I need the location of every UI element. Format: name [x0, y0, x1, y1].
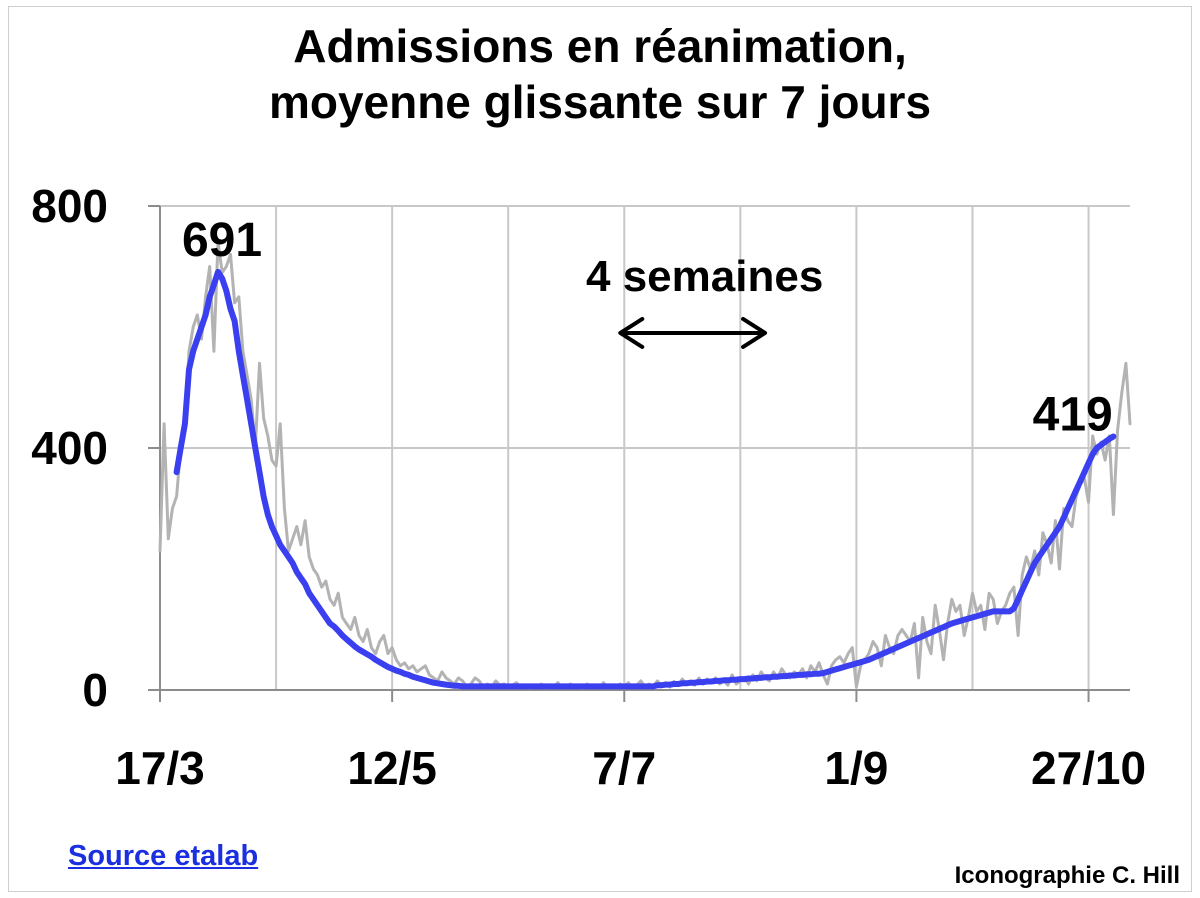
x-tick-label: 12/5: [347, 742, 437, 794]
latest-value-label: 419: [1033, 389, 1113, 442]
y-tick-label: 400: [31, 422, 108, 474]
y-tick-label: 0: [82, 664, 108, 716]
x-tick-label: 7/7: [592, 742, 656, 794]
annotations: 691 419 4 semaines: [182, 214, 1113, 442]
chart-series: [158, 240, 1132, 690]
chart-title-line-2: moyenne glissante sur 7 jours: [268, 76, 932, 128]
x-tick-label: 27/10: [1031, 742, 1146, 794]
x-tick-label: 1/9: [824, 742, 888, 794]
chart-axes: [148, 205, 1130, 702]
source-link[interactable]: Source etalab: [68, 840, 259, 872]
peak-value-label: 691: [182, 214, 262, 267]
duration-arrow-left-head: [618, 316, 645, 349]
y-tick-label: 800: [31, 180, 108, 232]
credit-text: Iconographie C. Hill: [954, 862, 1180, 889]
x-tick-label: 17/3: [115, 742, 205, 794]
moving-average-series-line: [173, 268, 1117, 690]
chart-title: Admissions en réanimation, moyenne gliss…: [0, 18, 1200, 130]
duration-annotation-label: 4 semaines: [586, 252, 823, 301]
raw-daily-series-line: [158, 240, 1132, 690]
duration-arrow-right-head: [741, 316, 768, 349]
grid-lines: [160, 205, 1130, 690]
chart-title-line-1: Admissions en réanimation,: [293, 20, 907, 72]
tick-labels: 0 400 800 17/3 12/5 7/7 1/9 27/10: [31, 180, 1146, 794]
